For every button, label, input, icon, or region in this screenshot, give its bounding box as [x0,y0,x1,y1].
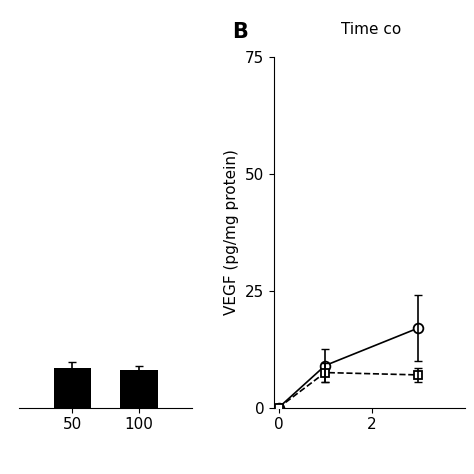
Y-axis label: VEGF (pg/mg protein): VEGF (pg/mg protein) [225,149,239,315]
Text: Time co: Time co [341,22,401,37]
Text: B: B [232,22,248,42]
Bar [54,368,91,408]
Bar [120,370,157,408]
